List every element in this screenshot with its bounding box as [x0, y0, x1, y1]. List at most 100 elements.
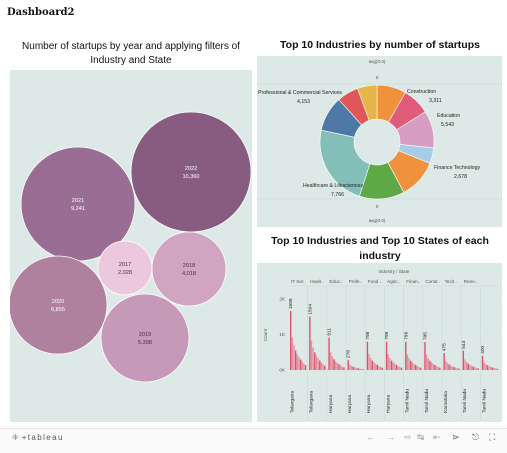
bar[interactable]: [330, 352, 332, 370]
bar[interactable]: [394, 363, 396, 370]
industry-header[interactable]: Rene..: [464, 279, 478, 284]
bar[interactable]: [339, 365, 342, 370]
industry-header[interactable]: Food ..: [368, 279, 382, 284]
bar[interactable]: [343, 367, 345, 370]
bar[interactable]: [296, 354, 298, 370]
bar[interactable]: [427, 358, 429, 370]
bar[interactable]: [469, 364, 471, 370]
bar[interactable]: [360, 368, 363, 370]
bar[interactable]: [432, 363, 434, 370]
bar[interactable]: [485, 364, 487, 370]
bar[interactable]: [371, 360, 374, 370]
bar[interactable]: [317, 358, 319, 370]
share-icon[interactable]: ⋗: [452, 432, 460, 442]
fullscreen-icon[interactable]: ⛶: [489, 432, 496, 442]
bar[interactable]: [453, 366, 455, 370]
donut-slice[interactable]: [357, 84, 378, 121]
bar[interactable]: [359, 368, 361, 370]
bar-chart-panel[interactable]: Industry / State IT Ser.. Healt.. Educ.. Pro…: [257, 263, 502, 422]
bar[interactable]: [456, 368, 459, 370]
bar[interactable]: [458, 368, 460, 370]
bar[interactable]: [291, 337, 294, 370]
bar[interactable]: [445, 360, 447, 370]
bar[interactable]: [464, 359, 466, 370]
revert-icon[interactable]: ⇨: [404, 432, 412, 442]
bar[interactable]: [338, 364, 340, 370]
industry-header[interactable]: Healt..: [310, 279, 323, 284]
bar[interactable]: [395, 364, 398, 370]
bar[interactable]: [424, 342, 426, 370]
bar[interactable]: [381, 367, 383, 370]
bubble-2017[interactable]: [97, 240, 153, 296]
bar[interactable]: [390, 360, 393, 370]
bar[interactable]: [294, 350, 297, 370]
bar[interactable]: [446, 362, 449, 370]
bar[interactable]: [448, 364, 450, 370]
bar[interactable]: [374, 363, 377, 370]
bar[interactable]: [333, 359, 335, 370]
bar[interactable]: [406, 354, 409, 370]
bar[interactable]: [357, 368, 359, 370]
bar[interactable]: [378, 366, 380, 370]
bar[interactable]: [472, 366, 474, 370]
bar[interactable]: [352, 366, 354, 370]
bar[interactable]: [477, 368, 479, 370]
bar[interactable]: [389, 358, 391, 370]
bubble-chart[interactable]: 2022 10,360 2021 9,241 2020 6,855 2019 5,398 201…: [10, 70, 252, 422]
bar[interactable]: [298, 357, 300, 370]
bar-chart[interactable]: Industry / State IT Ser.. Healt.. Educ.. Pro…: [257, 263, 502, 422]
bar[interactable]: [467, 363, 469, 370]
bar[interactable]: [451, 366, 454, 370]
bar[interactable]: [309, 316, 311, 370]
bubble-2018[interactable]: [151, 231, 227, 307]
bar[interactable]: [373, 362, 375, 370]
bar[interactable]: [301, 361, 303, 370]
bar[interactable]: [312, 347, 314, 370]
bar[interactable]: [397, 366, 399, 370]
bar[interactable]: [368, 354, 370, 370]
industry-header[interactable]: Tech..: [445, 279, 457, 284]
industry-header[interactable]: Const..: [425, 279, 440, 284]
bar[interactable]: [408, 358, 410, 370]
bar[interactable]: [320, 362, 323, 370]
bar[interactable]: [491, 367, 494, 370]
bar[interactable]: [322, 364, 324, 370]
bar[interactable]: [387, 354, 389, 370]
donut-chart-panel[interactable]: avg(0.0) 0 0 avg(0.0) Professional & Commerc…: [257, 56, 502, 227]
bar[interactable]: [495, 368, 497, 370]
bar[interactable]: [430, 362, 433, 370]
pause-icon[interactable]: ⇤: [433, 432, 441, 442]
bar[interactable]: [425, 354, 428, 370]
bar[interactable]: [315, 355, 318, 370]
bar[interactable]: [290, 311, 292, 370]
industry-header[interactable]: Educ..: [329, 279, 342, 284]
bar[interactable]: [474, 367, 476, 370]
donut-chart[interactable]: avg(0.0) 0 0 avg(0.0) Professional & Commerc…: [257, 56, 502, 227]
bar[interactable]: [392, 362, 394, 370]
bubble-2019[interactable]: [100, 293, 190, 383]
bar[interactable]: [496, 368, 499, 370]
bar[interactable]: [486, 365, 489, 370]
bar[interactable]: [416, 366, 419, 370]
bar[interactable]: [355, 367, 358, 370]
industry-header[interactable]: Finan..: [406, 279, 420, 284]
bar[interactable]: [399, 366, 401, 370]
bar[interactable]: [413, 363, 415, 370]
bar[interactable]: [490, 366, 492, 370]
bar[interactable]: [354, 367, 356, 370]
bar[interactable]: [299, 359, 302, 370]
bar[interactable]: [414, 364, 417, 370]
industry-header[interactable]: Agric..: [387, 279, 400, 284]
bar[interactable]: [400, 367, 403, 370]
bar[interactable]: [455, 367, 457, 370]
bar[interactable]: [411, 362, 414, 370]
bar[interactable]: [419, 367, 422, 370]
bar[interactable]: [470, 365, 473, 370]
bar[interactable]: [429, 360, 431, 370]
redo-icon[interactable]: →: [386, 432, 395, 442]
bar[interactable]: [450, 365, 452, 370]
bar[interactable]: [314, 352, 316, 370]
bar[interactable]: [437, 366, 439, 370]
undo-icon[interactable]: ←: [366, 432, 375, 442]
bar[interactable]: [310, 340, 313, 370]
